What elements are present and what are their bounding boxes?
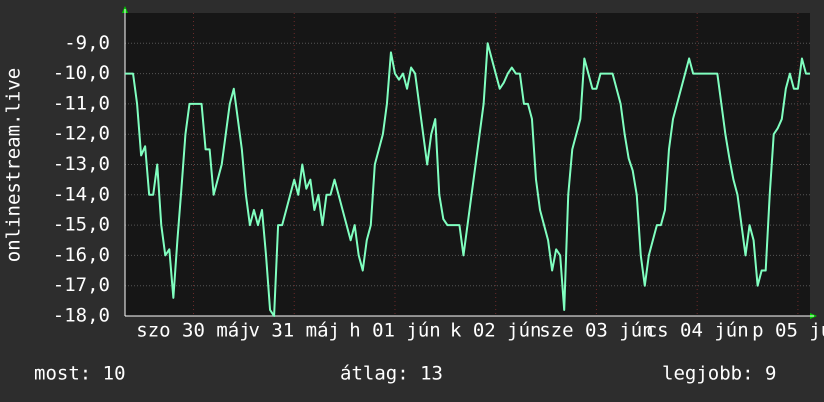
y-tick-label: -9,0 [64, 32, 110, 54]
x-tick-label: k 02 jún [450, 320, 542, 342]
y-tick-label: -10,0 [53, 62, 110, 84]
x-tick-label: v 31 máj [248, 320, 340, 342]
y-tick-label: -11,0 [53, 92, 110, 114]
x-tick-label: szo 30 máj [136, 320, 250, 342]
y-tick-label: -12,0 [53, 123, 110, 145]
x-tick-label: h 01 jún [349, 320, 441, 342]
x-tick-label: p 05 jún [752, 320, 824, 342]
y-tick-label: -15,0 [53, 214, 110, 236]
y-tick-label: -13,0 [53, 153, 110, 175]
stat-current: most: 10 [34, 363, 126, 385]
stat-best: legjobb: 9 [662, 363, 776, 385]
x-tick-label: sze 03 jún [539, 320, 653, 342]
data-line [125, 42, 810, 317]
y-tick-label: -14,0 [53, 183, 110, 205]
y-tick-label: -17,0 [53, 274, 110, 296]
y-tick-label: -16,0 [53, 244, 110, 266]
stat-average: átlag: 13 [340, 363, 443, 385]
x-tick-label: cs 04 jún [646, 320, 749, 342]
y-axis-label: onlinestream.live [3, 68, 25, 262]
y-tick-label: -18,0 [53, 305, 110, 327]
